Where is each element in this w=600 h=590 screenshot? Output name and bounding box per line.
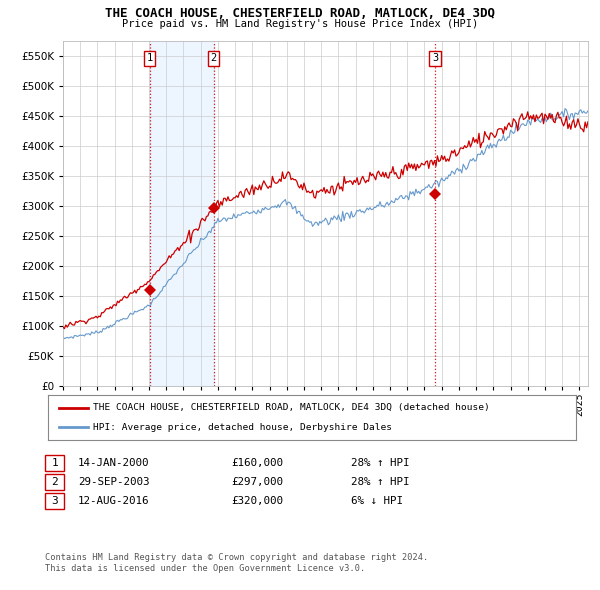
Text: THE COACH HOUSE, CHESTERFIELD ROAD, MATLOCK, DE4 3DQ (detached house): THE COACH HOUSE, CHESTERFIELD ROAD, MATL… <box>93 403 490 412</box>
Text: 1: 1 <box>51 458 58 468</box>
Text: 2: 2 <box>51 477 58 487</box>
Text: 29-SEP-2003: 29-SEP-2003 <box>78 477 149 487</box>
Text: Price paid vs. HM Land Registry's House Price Index (HPI): Price paid vs. HM Land Registry's House … <box>122 19 478 29</box>
Text: 12-AUG-2016: 12-AUG-2016 <box>78 496 149 506</box>
Text: Contains HM Land Registry data © Crown copyright and database right 2024.: Contains HM Land Registry data © Crown c… <box>45 553 428 562</box>
Text: £297,000: £297,000 <box>231 477 283 487</box>
Text: 3: 3 <box>51 496 58 506</box>
Text: 2: 2 <box>211 53 217 63</box>
Text: £320,000: £320,000 <box>231 496 283 506</box>
Text: This data is licensed under the Open Government Licence v3.0.: This data is licensed under the Open Gov… <box>45 565 365 573</box>
Text: 3: 3 <box>432 53 438 63</box>
Text: 28% ↑ HPI: 28% ↑ HPI <box>351 477 409 487</box>
Text: THE COACH HOUSE, CHESTERFIELD ROAD, MATLOCK, DE4 3DQ: THE COACH HOUSE, CHESTERFIELD ROAD, MATL… <box>105 7 495 20</box>
Text: 1: 1 <box>146 53 153 63</box>
Text: 28% ↑ HPI: 28% ↑ HPI <box>351 458 409 468</box>
Text: HPI: Average price, detached house, Derbyshire Dales: HPI: Average price, detached house, Derb… <box>93 422 392 432</box>
Text: 6% ↓ HPI: 6% ↓ HPI <box>351 496 403 506</box>
Text: 14-JAN-2000: 14-JAN-2000 <box>78 458 149 468</box>
Text: £160,000: £160,000 <box>231 458 283 468</box>
